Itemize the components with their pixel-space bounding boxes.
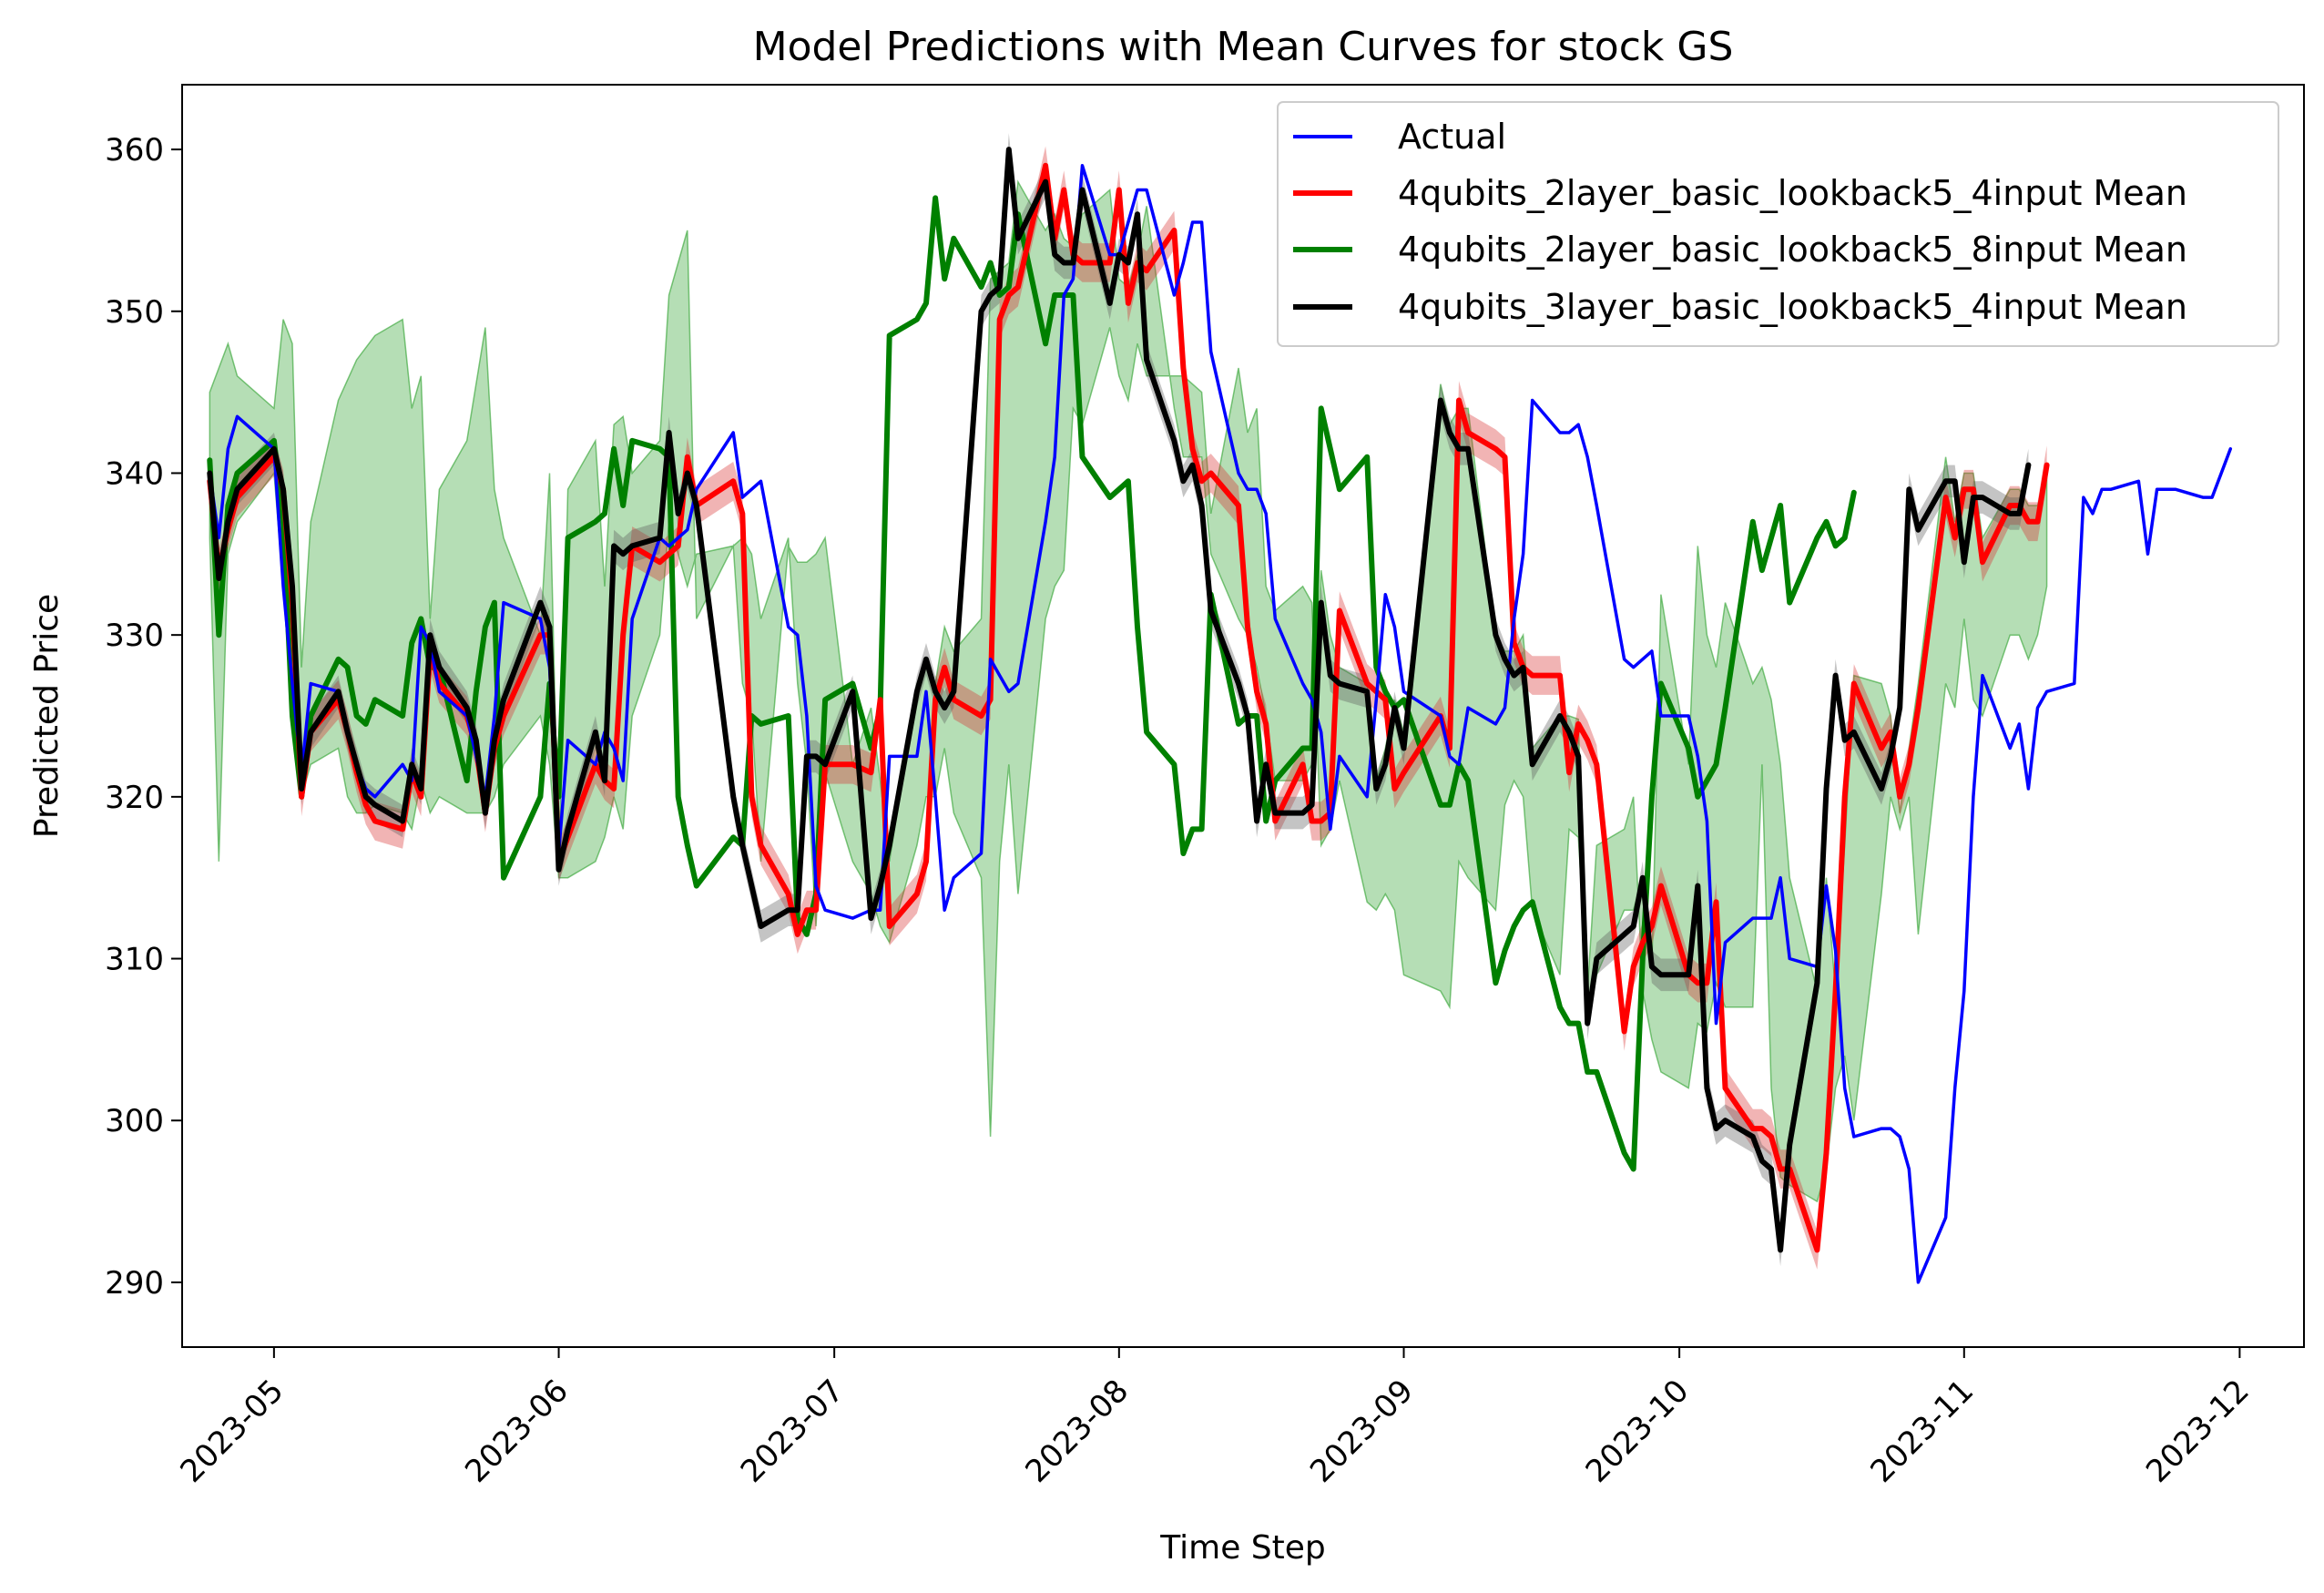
x-tick-label: 2023-10 — [1579, 1373, 1697, 1490]
y-axis: 290 300 310 320 330 340 350 360 — [105, 132, 182, 1302]
y-axis-label: Predicted Price — [28, 594, 66, 838]
x-tick-label: 2023-12 — [2139, 1373, 2257, 1490]
series-line-3 — [207, 147, 2032, 1253]
y-tick-label: 350 — [105, 294, 164, 331]
chart-title: Model Predictions with Mean Curves for s… — [753, 24, 1734, 70]
y-tick-label: 340 — [105, 455, 164, 492]
x-tick-label: 2023-06 — [458, 1373, 576, 1490]
x-tick-label: 2023-09 — [1303, 1373, 1421, 1490]
plot-frame — [181, 84, 2305, 1348]
series-line-2 — [207, 195, 1857, 1172]
legend-frame — [1277, 101, 2279, 347]
y-tick-label: 300 — [105, 1103, 164, 1139]
x-tick-label: 2023-05 — [173, 1373, 290, 1490]
legend-label-2layer-4input: 4qubits_2layer_basic_lookback5_4input Me… — [1398, 173, 2187, 213]
plot-area — [207, 133, 2233, 1284]
series-lines — [207, 147, 2233, 1284]
y-tick-label: 320 — [105, 780, 164, 816]
legend: Actual 4qubits_2layer_basic_lookback5_4i… — [1277, 101, 2279, 347]
legend-label-3layer-4input: 4qubits_3layer_basic_lookback5_4input Me… — [1398, 287, 2187, 327]
x-axis: 2023-05 2023-06 2023-07 2023-08 2023-09 2023-… — [173, 1347, 2257, 1490]
y-tick-label: 310 — [105, 942, 164, 978]
x-tick-label: 2023-07 — [734, 1373, 851, 1490]
legend-label-2layer-8input: 4qubits_2layer_basic_lookback5_8input Me… — [1398, 230, 2187, 270]
y-tick-label: 360 — [105, 132, 164, 168]
y-tick-label: 330 — [105, 618, 164, 654]
x-tick-label: 2023-11 — [1863, 1373, 1981, 1490]
y-tick-label: 290 — [105, 1265, 164, 1302]
legend-label-actual: Actual — [1398, 117, 1506, 157]
x-axis-label: Time Step — [1159, 1529, 1326, 1567]
x-tick-label: 2023-08 — [1018, 1373, 1136, 1490]
